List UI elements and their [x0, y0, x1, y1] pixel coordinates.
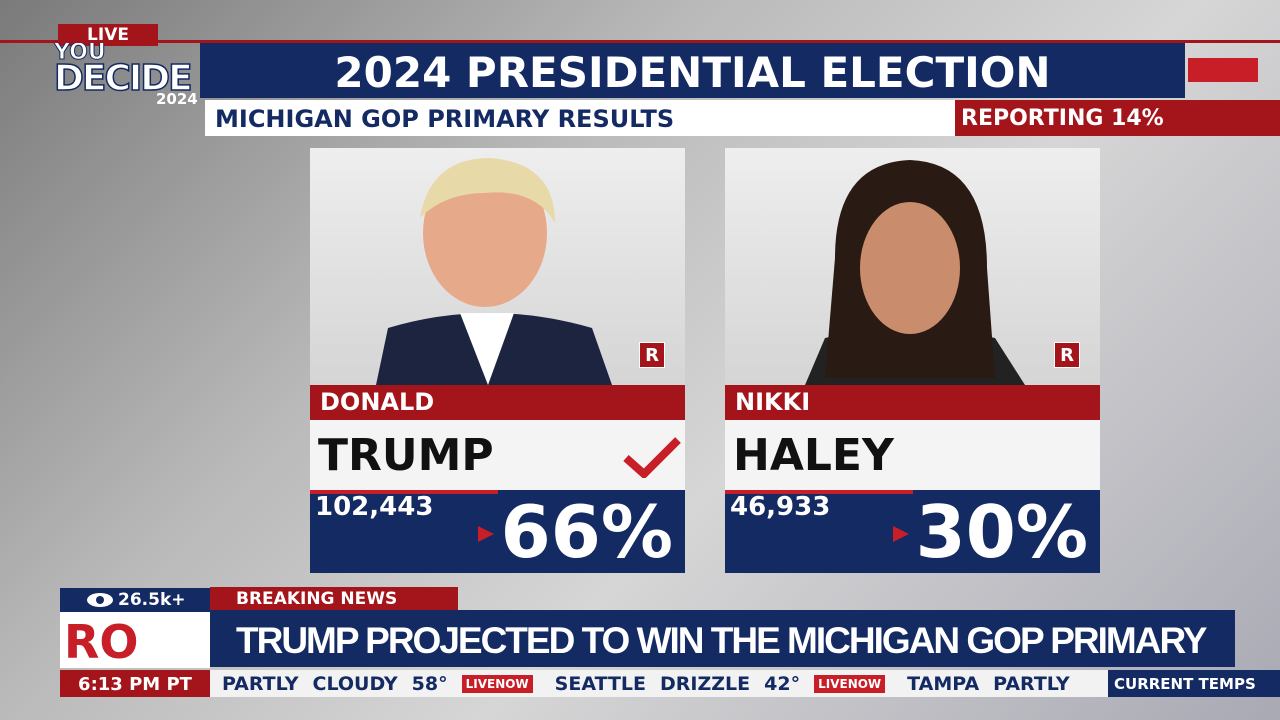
title-bar [200, 43, 1185, 98]
ticker-item: TAMPA [907, 673, 980, 695]
winner-check [623, 437, 681, 478]
last-name: HALEY [725, 420, 1100, 490]
ticker-logo: LIVENOW [814, 675, 886, 693]
breaking-label: BREAKING NEWS [210, 587, 458, 610]
party-badge: R [1054, 342, 1080, 368]
portrait [376, 158, 612, 385]
percent: 66% [500, 490, 673, 574]
party-badge: R [639, 342, 665, 368]
title: 2024 PRESIDENTIAL ELECTION [334, 48, 1051, 97]
ticker-item: DRIZZLE [660, 673, 751, 695]
candidate-photo [725, 148, 1100, 385]
arrow [478, 526, 494, 542]
last-name: TRUMP [310, 420, 685, 490]
logo-you: YOU [54, 40, 107, 66]
first-name: DONALD [310, 385, 685, 420]
logo-year: 2024 [156, 90, 198, 108]
result-box: 46,933 30% [725, 490, 1100, 574]
arrow [893, 526, 909, 542]
reporting: REPORTING 14% [955, 100, 1280, 136]
ticker-item: CLOUDY [312, 673, 398, 695]
votes: 102,443 [315, 492, 434, 522]
result-rule [725, 490, 913, 494]
candidate-photo [310, 148, 685, 385]
title-rule [0, 40, 1280, 43]
result-rule [310, 490, 498, 494]
headline: TRUMP PROJECTED TO WIN THE MICHIGAN GOP … [210, 610, 1235, 667]
logo-decide: DECIDE [53, 57, 193, 100]
clock: 6:13 PM PT [60, 670, 210, 697]
subtitle-bar: MICHIGAN GOP PRIMARY RESULTS [205, 100, 955, 136]
result-box: 102,443 66% [310, 490, 685, 574]
ticker-item: PARTLY [222, 673, 299, 695]
ticker-item: SEATTLE [554, 673, 647, 695]
ticker-logo: LIVENOW [461, 675, 533, 693]
portrait [805, 160, 1025, 385]
title-accent [1188, 58, 1258, 82]
ticker-item: 42° [764, 673, 801, 695]
votes: 46,933 [730, 492, 831, 522]
logo: LIVE YOU DECIDE 2024 [48, 24, 204, 110]
ticker-label: CURRENT TEMPS [1108, 670, 1280, 697]
station-logo: RO [60, 612, 210, 669]
ticker-item: 58° [411, 673, 448, 695]
percent: 30% [915, 490, 1088, 574]
views: 26.5k+ [60, 588, 210, 612]
first-name: NIKKI [725, 385, 1100, 420]
eye-icon [87, 593, 113, 607]
ticker-item: PARTLY [993, 673, 1070, 695]
candidate-card: R DONALD TRUMP 102,443 66% [310, 148, 685, 574]
ticker: PARTLY CLOUDY 58° LIVENOW SEATTLE DRIZZLE 42° L… [210, 670, 1108, 697]
candidate-card: R NIKKI HALEY 46,933 30% [725, 148, 1100, 574]
